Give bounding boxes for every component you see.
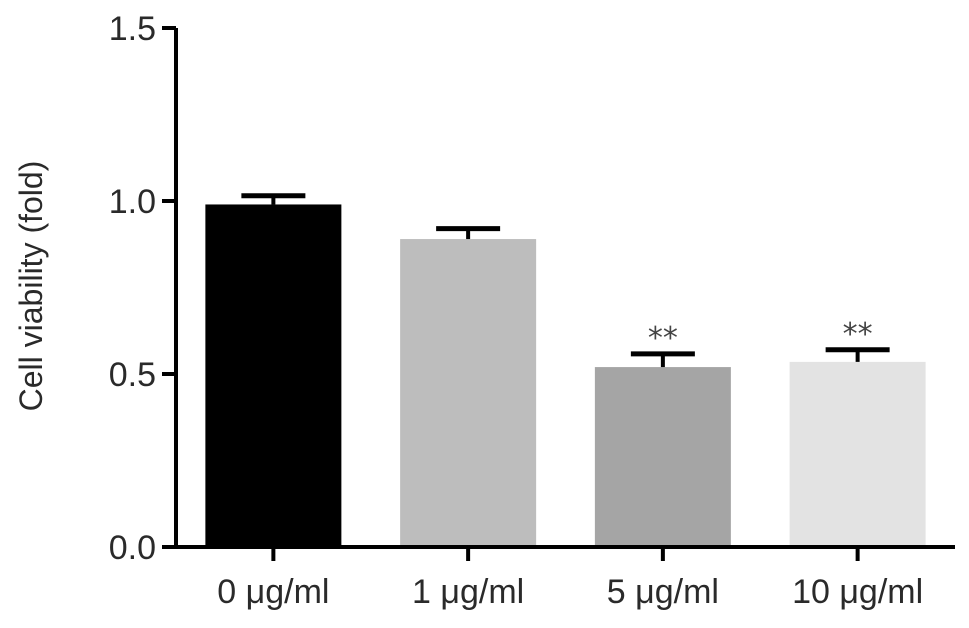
y-tick-label: 1.5 — [109, 10, 156, 48]
y-tick-label: 0.5 — [109, 356, 156, 394]
significance-label: ** — [843, 317, 873, 352]
axes-layer — [174, 28, 955, 549]
bars-layer — [205, 204, 926, 547]
bar — [205, 204, 342, 547]
bar — [400, 239, 537, 547]
y-tick-label: 1.0 — [109, 183, 156, 221]
x-tick-label: 1 μg/ml — [412, 573, 524, 611]
x-tick-label: 0 μg/ml — [217, 573, 329, 611]
y-axis-label: Cell viability (fold) — [13, 161, 49, 412]
y-ticks-layer: 0.0 0.5 1.0 1.5 — [109, 10, 176, 567]
bar — [594, 367, 731, 547]
bar — [789, 361, 926, 547]
significance-label: ** — [648, 321, 678, 356]
y-tick-label: 0.0 — [109, 529, 156, 567]
x-tick-label: 10 μg/ml — [792, 573, 923, 611]
x-ticks-layer: 0 μg/ml 1 μg/ml 5 μg/ml 10 μg/ml — [217, 547, 923, 611]
significance-layer: ** ** — [648, 317, 873, 356]
error-bars-layer — [241, 193, 890, 368]
x-tick-label: 5 μg/ml — [607, 573, 719, 611]
